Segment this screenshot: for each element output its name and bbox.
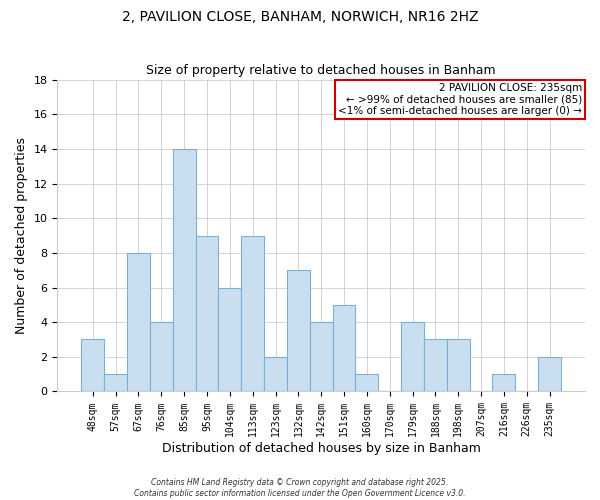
Bar [173,149,196,392]
Text: Contains HM Land Registry data © Crown copyright and database right 2025.
Contai: Contains HM Land Registry data © Crown c… [134,478,466,498]
Bar [493,374,515,392]
Y-axis label: Number of detached properties: Number of detached properties [15,137,28,334]
Bar [82,340,104,392]
Title: Size of property relative to detached houses in Banham: Size of property relative to detached ho… [146,64,496,77]
Bar [287,270,310,392]
Bar [424,340,447,392]
Bar [150,322,173,392]
Bar [241,236,264,392]
Text: 2, PAVILION CLOSE, BANHAM, NORWICH, NR16 2HZ: 2, PAVILION CLOSE, BANHAM, NORWICH, NR16… [122,10,478,24]
Bar [196,236,218,392]
Bar [447,340,470,392]
Bar [104,374,127,392]
X-axis label: Distribution of detached houses by size in Banham: Distribution of detached houses by size … [162,442,481,455]
Bar [310,322,332,392]
Bar [332,305,355,392]
Bar [127,253,150,392]
Bar [218,288,241,392]
Bar [355,374,379,392]
Bar [401,322,424,392]
Text: 2 PAVILION CLOSE: 235sqm
← >99% of detached houses are smaller (85)
<1% of semi-: 2 PAVILION CLOSE: 235sqm ← >99% of detac… [338,82,583,116]
Bar [264,357,287,392]
Bar [538,357,561,392]
